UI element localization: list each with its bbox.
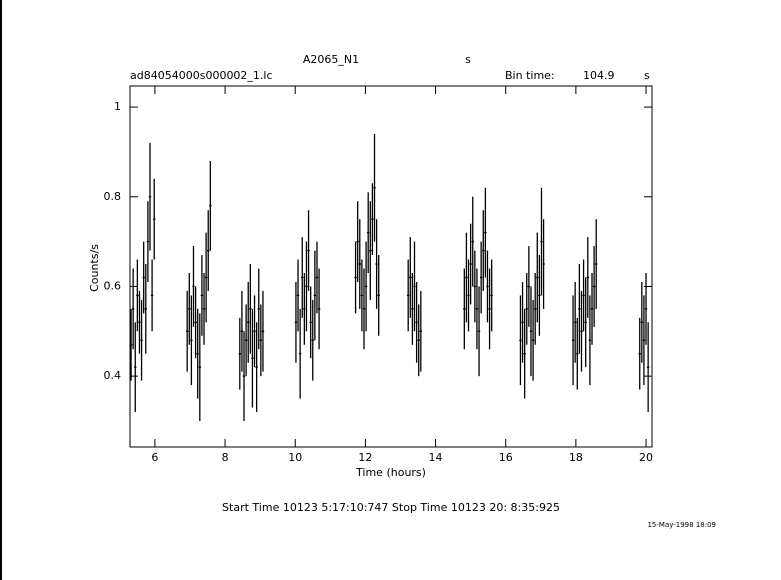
y-tick-label: 0.6 <box>104 279 122 292</box>
subtitle: ad84054000s000002_1.lc <box>130 69 273 82</box>
x-tick-label: 6 <box>151 451 158 464</box>
bin-label: Bin time: <box>505 69 555 82</box>
chart-title: A2065_N1 <box>303 53 359 66</box>
x-tick-label: 16 <box>499 451 513 464</box>
bin-value: 104.9 <box>583 69 615 82</box>
date-stamp: 15-May-1998 18:09 <box>647 521 716 529</box>
x-tick-label: 8 <box>222 451 229 464</box>
x-axis-label: Time (hours) <box>355 466 426 479</box>
plot-frame <box>129 85 653 448</box>
bin-unit: s <box>644 69 650 82</box>
x-tick-label: 18 <box>569 451 583 464</box>
y-axis-label: Counts/s <box>88 244 101 292</box>
x-tick-label: 20 <box>639 451 653 464</box>
x-tick-label: 14 <box>429 451 443 464</box>
y-tick-label: 0.4 <box>104 369 122 382</box>
title-unit: s <box>465 53 471 66</box>
y-tick-label: 0.8 <box>104 190 122 203</box>
x-tick-label: 12 <box>358 451 372 464</box>
y-tick-label: 1 <box>114 100 121 113</box>
footer: Start Time 10123 5:17:10:747 Stop Time 1… <box>222 501 560 514</box>
x-tick-label: 10 <box>288 451 302 464</box>
